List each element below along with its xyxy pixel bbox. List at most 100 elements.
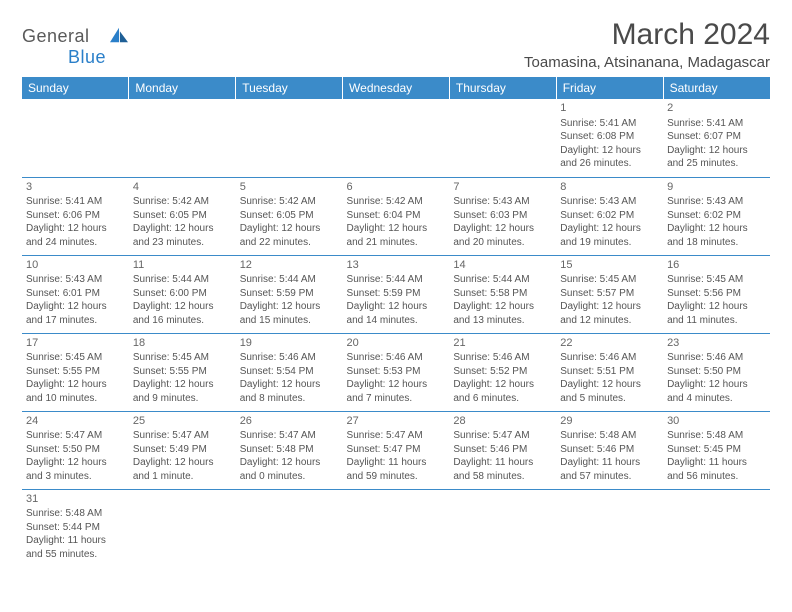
- sunrise-text: Sunrise: 5:41 AM: [26, 195, 125, 209]
- daylight-text: and 3 minutes.: [26, 470, 125, 484]
- sunrise-text: Sunrise: 5:46 AM: [347, 351, 446, 365]
- sunrise-text: Sunrise: 5:47 AM: [240, 429, 339, 443]
- calendar-header-row: SundayMondayTuesdayWednesdayThursdayFrid…: [22, 77, 770, 99]
- day-number: 25: [133, 414, 232, 429]
- day-number: 27: [347, 414, 446, 429]
- day-number: 10: [26, 258, 125, 273]
- calendar-empty-cell: [663, 489, 770, 567]
- day-number: 16: [667, 258, 766, 273]
- day-number: 5: [240, 180, 339, 195]
- sunset-text: Sunset: 5:45 PM: [667, 443, 766, 457]
- daylight-text: Daylight: 12 hours: [133, 378, 232, 392]
- sunset-text: Sunset: 5:55 PM: [133, 365, 232, 379]
- sunrise-text: Sunrise: 5:47 AM: [347, 429, 446, 443]
- daylight-text: and 55 minutes.: [26, 548, 125, 562]
- sunset-text: Sunset: 5:50 PM: [26, 443, 125, 457]
- weekday-header: Thursday: [449, 77, 556, 99]
- calendar-body: 1Sunrise: 5:41 AMSunset: 6:08 PMDaylight…: [22, 99, 770, 567]
- sunrise-text: Sunrise: 5:41 AM: [560, 117, 659, 131]
- day-number: 13: [347, 258, 446, 273]
- daylight-text: Daylight: 11 hours: [26, 534, 125, 548]
- daylight-text: Daylight: 12 hours: [26, 222, 125, 236]
- sunset-text: Sunset: 6:04 PM: [347, 209, 446, 223]
- calendar-empty-cell: [236, 99, 343, 177]
- calendar-day-cell: 25Sunrise: 5:47 AMSunset: 5:49 PMDayligh…: [129, 411, 236, 489]
- daylight-text: and 23 minutes.: [133, 236, 232, 250]
- daylight-text: Daylight: 12 hours: [347, 378, 446, 392]
- calendar-day-cell: 7Sunrise: 5:43 AMSunset: 6:03 PMDaylight…: [449, 177, 556, 255]
- sunset-text: Sunset: 5:51 PM: [560, 365, 659, 379]
- daylight-text: and 57 minutes.: [560, 470, 659, 484]
- sunrise-text: Sunrise: 5:46 AM: [240, 351, 339, 365]
- daylight-text: and 4 minutes.: [667, 392, 766, 406]
- daylight-text: and 26 minutes.: [560, 157, 659, 171]
- sunrise-text: Sunrise: 5:44 AM: [347, 273, 446, 287]
- sunset-text: Sunset: 5:53 PM: [347, 365, 446, 379]
- calendar-day-cell: 6Sunrise: 5:42 AMSunset: 6:04 PMDaylight…: [343, 177, 450, 255]
- calendar-empty-cell: [556, 489, 663, 567]
- sunrise-text: Sunrise: 5:46 AM: [453, 351, 552, 365]
- daylight-text: Daylight: 12 hours: [560, 378, 659, 392]
- sunrise-text: Sunrise: 5:43 AM: [560, 195, 659, 209]
- sunrise-text: Sunrise: 5:47 AM: [453, 429, 552, 443]
- day-number: 2: [667, 101, 766, 116]
- daylight-text: Daylight: 12 hours: [347, 300, 446, 314]
- sunset-text: Sunset: 5:52 PM: [453, 365, 552, 379]
- daylight-text: Daylight: 12 hours: [453, 378, 552, 392]
- sunset-text: Sunset: 5:46 PM: [453, 443, 552, 457]
- calendar-day-cell: 18Sunrise: 5:45 AMSunset: 5:55 PMDayligh…: [129, 333, 236, 411]
- day-number: 18: [133, 336, 232, 351]
- sunset-text: Sunset: 6:00 PM: [133, 287, 232, 301]
- daylight-text: and 25 minutes.: [667, 157, 766, 171]
- daylight-text: and 20 minutes.: [453, 236, 552, 250]
- daylight-text: Daylight: 12 hours: [560, 144, 659, 158]
- logo-text-2: Blue: [68, 47, 106, 67]
- day-number: 24: [26, 414, 125, 429]
- calendar-day-cell: 21Sunrise: 5:46 AMSunset: 5:52 PMDayligh…: [449, 333, 556, 411]
- day-number: 15: [560, 258, 659, 273]
- sunset-text: Sunset: 5:55 PM: [26, 365, 125, 379]
- sunset-text: Sunset: 6:06 PM: [26, 209, 125, 223]
- calendar-day-cell: 5Sunrise: 5:42 AMSunset: 6:05 PMDaylight…: [236, 177, 343, 255]
- daylight-text: and 22 minutes.: [240, 236, 339, 250]
- sunset-text: Sunset: 5:46 PM: [560, 443, 659, 457]
- logo-text-wrap: General Blue: [22, 26, 106, 68]
- calendar-day-cell: 19Sunrise: 5:46 AMSunset: 5:54 PMDayligh…: [236, 333, 343, 411]
- daylight-text: and 10 minutes.: [26, 392, 125, 406]
- sunset-text: Sunset: 6:08 PM: [560, 130, 659, 144]
- weekday-header: Saturday: [663, 77, 770, 99]
- day-number: 17: [26, 336, 125, 351]
- day-number: 20: [347, 336, 446, 351]
- daylight-text: and 13 minutes.: [453, 314, 552, 328]
- daylight-text: and 18 minutes.: [667, 236, 766, 250]
- sunrise-text: Sunrise: 5:44 AM: [133, 273, 232, 287]
- calendar-day-cell: 2Sunrise: 5:41 AMSunset: 6:07 PMDaylight…: [663, 99, 770, 177]
- daylight-text: and 1 minute.: [133, 470, 232, 484]
- sunset-text: Sunset: 5:56 PM: [667, 287, 766, 301]
- sunrise-text: Sunrise: 5:42 AM: [347, 195, 446, 209]
- daylight-text: and 59 minutes.: [347, 470, 446, 484]
- calendar-empty-cell: [129, 489, 236, 567]
- month-title: March 2024: [524, 18, 770, 52]
- calendar-day-cell: 23Sunrise: 5:46 AMSunset: 5:50 PMDayligh…: [663, 333, 770, 411]
- calendar-day-cell: 4Sunrise: 5:42 AMSunset: 6:05 PMDaylight…: [129, 177, 236, 255]
- daylight-text: Daylight: 12 hours: [240, 222, 339, 236]
- day-number: 29: [560, 414, 659, 429]
- daylight-text: Daylight: 12 hours: [240, 456, 339, 470]
- day-number: 8: [560, 180, 659, 195]
- day-number: 28: [453, 414, 552, 429]
- sunrise-text: Sunrise: 5:43 AM: [453, 195, 552, 209]
- daylight-text: Daylight: 12 hours: [26, 300, 125, 314]
- calendar-empty-cell: [343, 99, 450, 177]
- daylight-text: Daylight: 12 hours: [240, 300, 339, 314]
- day-number: 7: [453, 180, 552, 195]
- calendar-day-cell: 26Sunrise: 5:47 AMSunset: 5:48 PMDayligh…: [236, 411, 343, 489]
- sunrise-text: Sunrise: 5:48 AM: [667, 429, 766, 443]
- calendar-day-cell: 14Sunrise: 5:44 AMSunset: 5:58 PMDayligh…: [449, 255, 556, 333]
- sunrise-text: Sunrise: 5:44 AM: [240, 273, 339, 287]
- sunrise-text: Sunrise: 5:46 AM: [667, 351, 766, 365]
- sunrise-text: Sunrise: 5:41 AM: [667, 117, 766, 131]
- day-number: 30: [667, 414, 766, 429]
- calendar-day-cell: 8Sunrise: 5:43 AMSunset: 6:02 PMDaylight…: [556, 177, 663, 255]
- logo-text-1: General: [22, 26, 90, 46]
